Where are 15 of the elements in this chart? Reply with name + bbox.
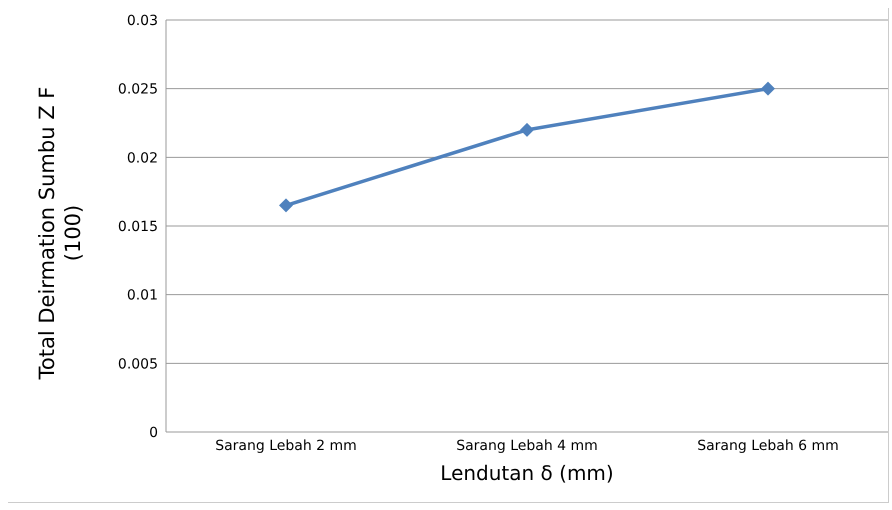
point: [279, 198, 293, 212]
y-tick-label: 0: [149, 424, 158, 441]
x-tick-label: Sarang Lebah 4 mm: [456, 438, 598, 454]
x-axis-title: Lendutan δ (mm): [440, 461, 614, 485]
point: [761, 82, 775, 96]
x-tick-label: Sarang Lebah 2 mm: [215, 438, 357, 454]
y-tick-label: 0.015: [118, 218, 158, 235]
x-tick-label: Sarang Lebah 6 mm: [697, 438, 839, 454]
y-tick-label: 0.02: [126, 150, 158, 166]
y-tick-label: 0.01: [126, 288, 158, 304]
y-axis-title: Total Deirmation Sumbu Z F (100): [34, 86, 86, 382]
y-tick-label: 0.005: [118, 356, 158, 372]
y-tick-label: 0.025: [118, 82, 158, 98]
y-tick-label: 0.03: [126, 12, 158, 29]
point: [520, 122, 534, 137]
